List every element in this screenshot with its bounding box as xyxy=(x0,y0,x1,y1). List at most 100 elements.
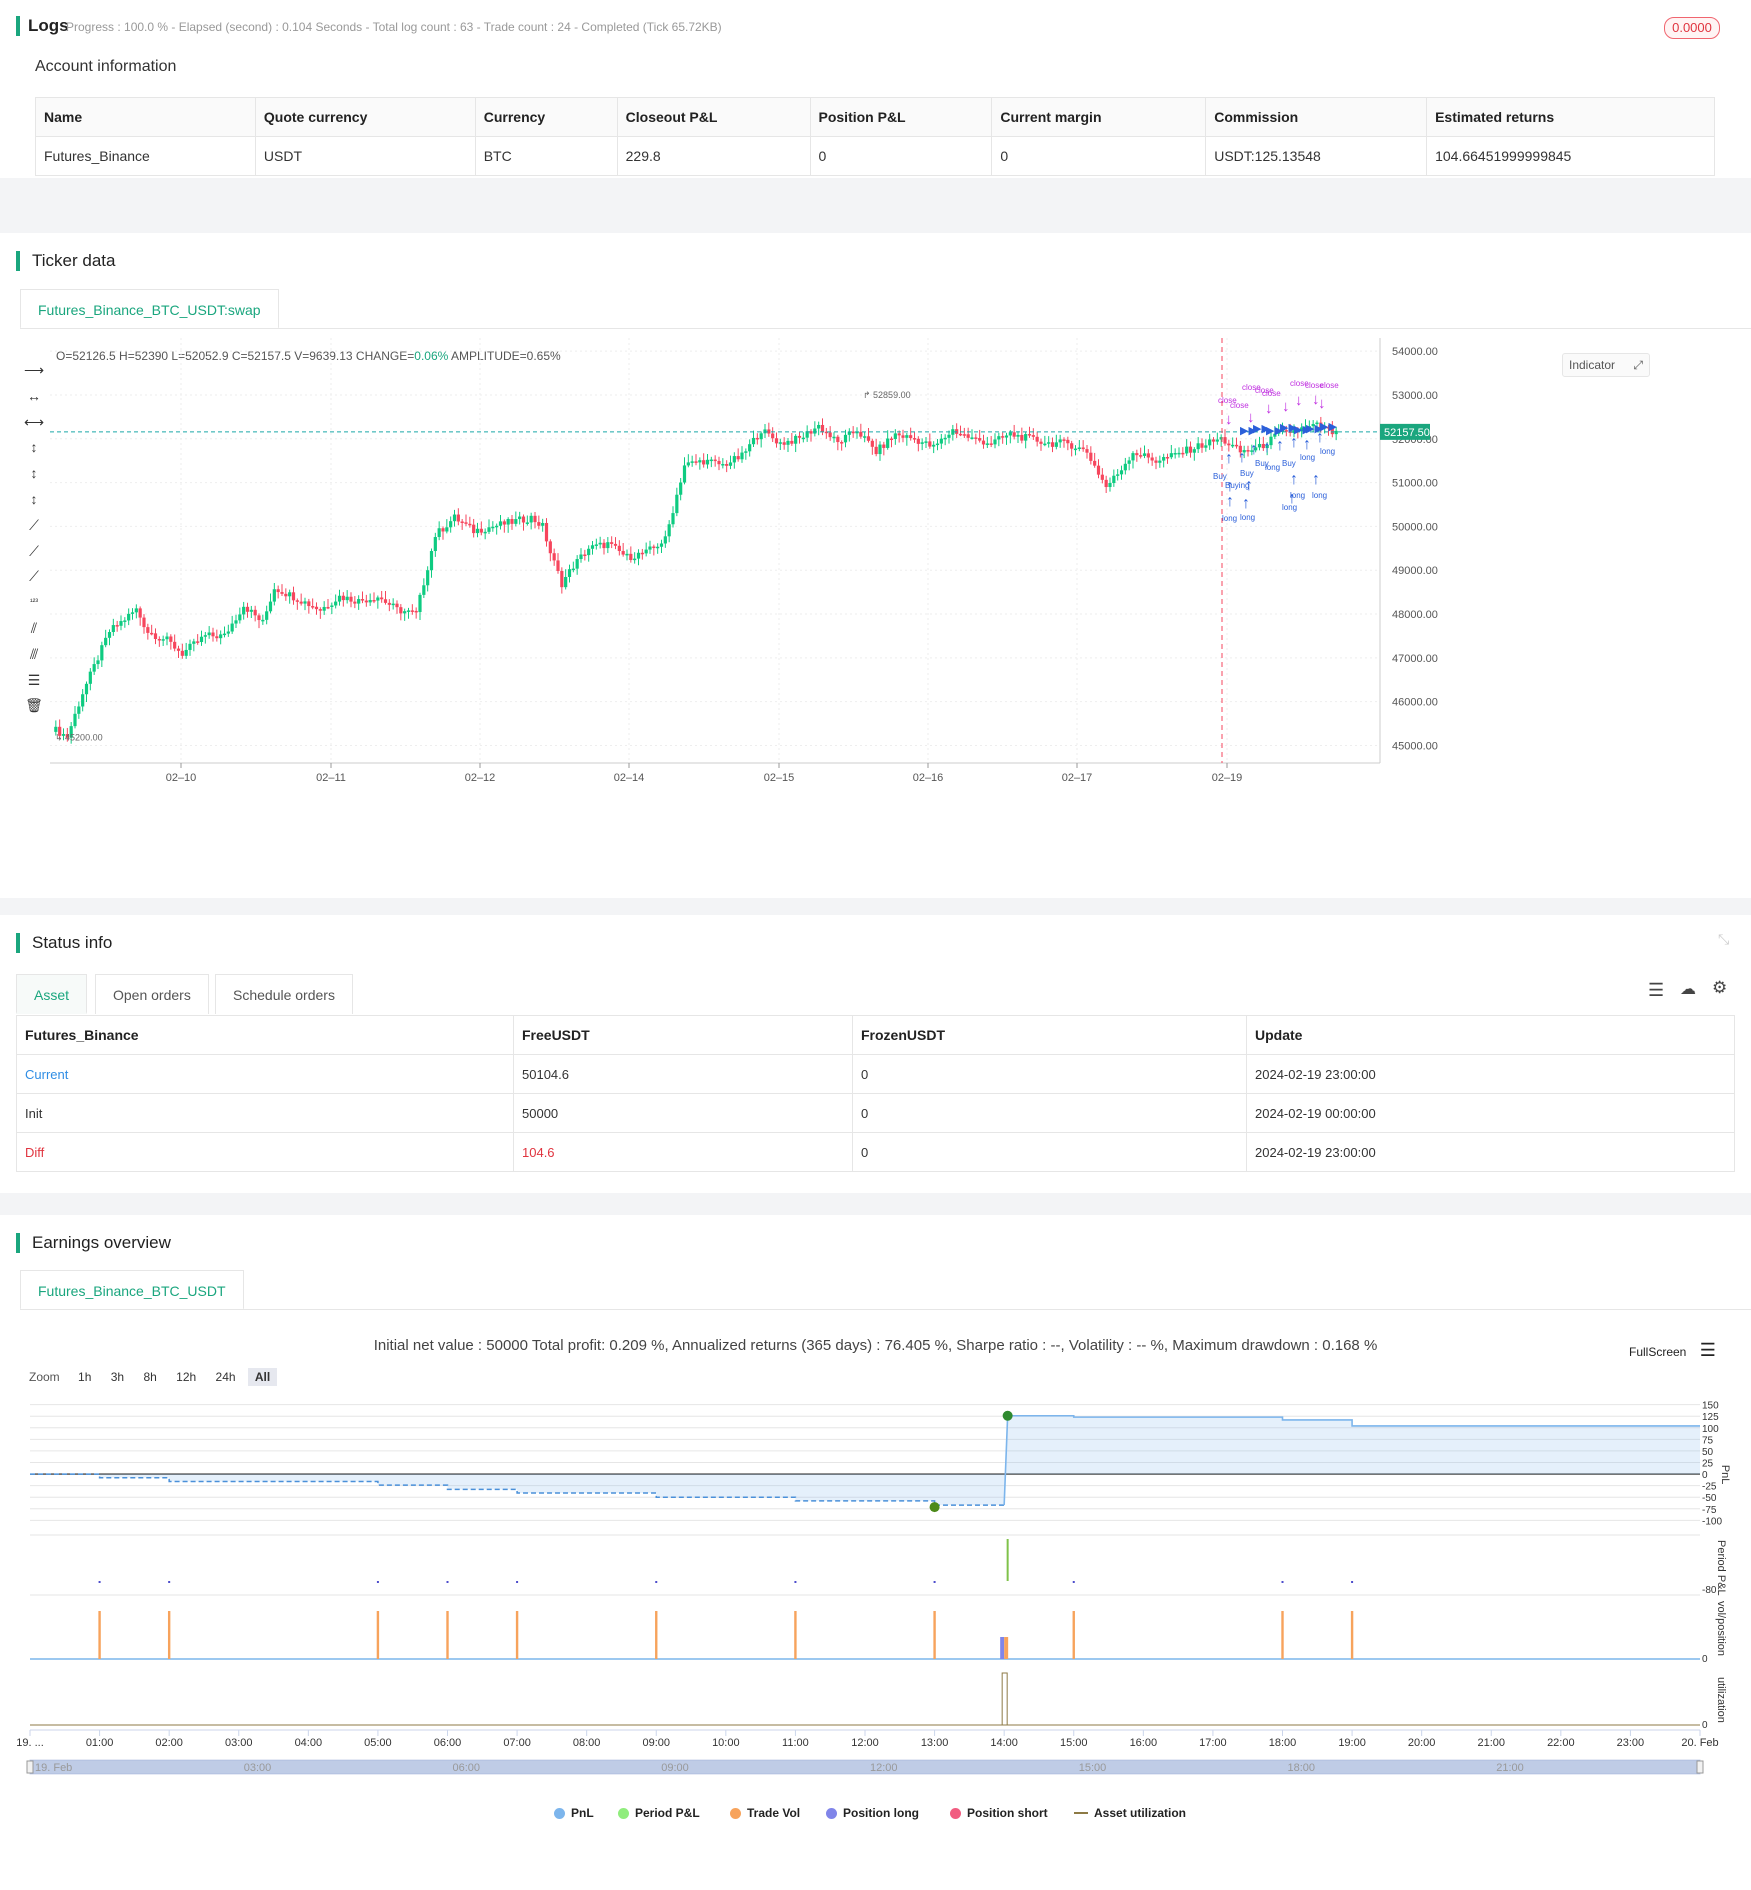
candle-body xyxy=(583,554,587,557)
zoom-1h[interactable]: 1h xyxy=(78,1370,92,1384)
candle-body xyxy=(134,608,138,613)
zoom-8h[interactable]: 8h xyxy=(143,1370,157,1384)
legend-item[interactable]: Asset utilization xyxy=(1074,1806,1186,1820)
candle-body xyxy=(242,606,246,615)
account-col-header: Name xyxy=(35,97,256,137)
buy-arrow-icon: ↑ xyxy=(1245,477,1253,494)
trade-vol-bar xyxy=(167,1611,171,1659)
horizontal-ray-icon[interactable]: ↔ xyxy=(27,387,41,404)
row-current-frozen: 0 xyxy=(852,1054,1247,1094)
account-cell: 0 xyxy=(991,136,1207,176)
y-tick-label: 50 xyxy=(1702,1447,1714,1458)
zoom-all[interactable]: All xyxy=(247,1368,278,1386)
col-free: FreeUSDT xyxy=(513,1015,853,1055)
vertical-ray-icon[interactable]: ↕ xyxy=(30,491,38,507)
candle-body xyxy=(1211,439,1216,442)
navigator-handle-left[interactable] xyxy=(26,1760,34,1774)
candle-body xyxy=(717,460,721,465)
tab-open-orders[interactable]: Open orders xyxy=(95,974,209,1014)
signal-label: Buy xyxy=(1282,459,1296,468)
trend-ray-icon[interactable]: ⟋ xyxy=(29,542,39,559)
horizontal-line-icon[interactable]: ⟶ xyxy=(24,362,45,378)
earnings-tab[interactable]: Futures_Binance_BTC_USDT xyxy=(20,1270,244,1310)
zoom-12h[interactable]: 12h xyxy=(176,1370,197,1384)
candle-body xyxy=(1081,447,1085,450)
legend-marker xyxy=(950,1807,961,1819)
candle-body xyxy=(127,613,131,621)
utilization-bar xyxy=(1001,1672,1008,1726)
candle-body xyxy=(805,431,809,438)
parallel-channel-icon[interactable]: ⫽ xyxy=(30,620,38,636)
horizontal-grid-icon[interactable]: ☰ xyxy=(27,671,41,688)
tab-schedule-orders[interactable]: Schedule orders xyxy=(215,974,353,1014)
pnl-area xyxy=(30,1415,1700,1506)
buy-arrow-icon: ↑ xyxy=(1238,449,1246,466)
candle-body xyxy=(119,621,123,626)
fullscreen-button[interactable]: FullScreen ☰ xyxy=(1629,1340,1716,1361)
candle-body xyxy=(640,552,644,555)
collapse-icon[interactable]: ⤡ xyxy=(1718,931,1730,947)
settings-icon[interactable]: ⚙ xyxy=(1712,978,1728,997)
trash-icon[interactable]: 🗑 xyxy=(25,697,43,714)
tab-asset[interactable]: Asset xyxy=(16,974,88,1014)
candle-body xyxy=(809,431,813,434)
legend-item[interactable]: Period P&L xyxy=(618,1806,700,1820)
candle-body xyxy=(1319,422,1323,429)
account-col-header: Commission xyxy=(1205,97,1428,137)
sell-arrow-icon: ↓ xyxy=(1318,395,1326,412)
zoom-3h[interactable]: 3h xyxy=(110,1370,125,1384)
candle-body xyxy=(751,437,756,445)
candle-body xyxy=(993,439,997,445)
candle-body xyxy=(560,570,564,588)
min-point xyxy=(929,1502,940,1513)
legend-item[interactable]: Position short xyxy=(950,1806,1048,1820)
period-pnl-dot xyxy=(168,1581,171,1583)
legend-marker xyxy=(826,1807,837,1819)
candle-body xyxy=(1246,450,1250,452)
candlestick-chart[interactable]: 54000.0053000.0052000.0051000.0050000.00… xyxy=(50,338,1750,818)
candle-body xyxy=(962,434,966,436)
candle-body xyxy=(253,609,257,616)
vertical-segment-icon[interactable]: ↕ xyxy=(30,465,38,482)
candle-body xyxy=(349,596,353,602)
extended-line-icon[interactable]: ⟋ xyxy=(29,568,39,585)
price-label-icon[interactable]: ¹²³ xyxy=(30,597,38,607)
range-icon[interactable]: ⟷ xyxy=(24,413,45,430)
amplitude-value: AMPLITUDE=0.65% xyxy=(448,349,561,363)
asset-header-row: Futures_Binance FreeUSDT FrozenUSDT Upda… xyxy=(16,1015,1735,1055)
candle-body xyxy=(426,570,430,586)
candle-body xyxy=(345,596,349,601)
trend-line-icon[interactable]: ⟋ xyxy=(29,516,39,533)
candle-body xyxy=(1027,434,1032,436)
candle-body xyxy=(671,513,675,525)
ticker-tab[interactable]: Futures_Binance_BTC_USDT:swap xyxy=(20,289,279,329)
fib-icon[interactable]: ⫻ xyxy=(29,645,39,662)
candle-body xyxy=(1242,450,1246,453)
status-panel: Status info ⤡ Asset Open orders Schedule… xyxy=(0,915,1751,1193)
menu-icon[interactable]: ☰ xyxy=(1699,1340,1716,1360)
vertical-line-icon[interactable]: ↕ xyxy=(30,439,38,456)
candle-body xyxy=(659,543,664,547)
legend-item[interactable]: Trade Vol xyxy=(730,1806,800,1820)
navigator-range[interactable] xyxy=(30,1760,1700,1774)
candle-body xyxy=(502,521,506,525)
earnings-chart[interactable]: 1501251007550250-25-50-75-100PnL-80Perio… xyxy=(0,1395,1751,1855)
navigator-handle-right[interactable] xyxy=(1696,1760,1704,1774)
trade-vol-bar xyxy=(98,1611,101,1659)
row-current-name[interactable]: Current xyxy=(16,1054,514,1094)
candle-body xyxy=(1269,436,1273,446)
indicator-button[interactable]: Indicator ⤢ xyxy=(1562,353,1650,377)
candle-body xyxy=(1277,431,1281,434)
candle-body xyxy=(556,560,560,571)
legend-item[interactable]: Position long xyxy=(826,1806,919,1820)
download-icon[interactable]: ☁ xyxy=(1680,981,1696,998)
expand-icon[interactable]: ⤢ xyxy=(1633,358,1643,372)
legend-item[interactable]: PnL xyxy=(554,1806,594,1820)
candle-body xyxy=(1127,460,1131,464)
zoom-24h[interactable]: 24h xyxy=(215,1370,236,1384)
y-tick-label: -80 xyxy=(1702,1585,1717,1596)
candle-body xyxy=(1254,447,1258,451)
list-icon[interactable]: ☰ xyxy=(1648,980,1665,1000)
candle-body xyxy=(1142,453,1147,456)
pnl-line-positive xyxy=(1003,1414,1700,1506)
